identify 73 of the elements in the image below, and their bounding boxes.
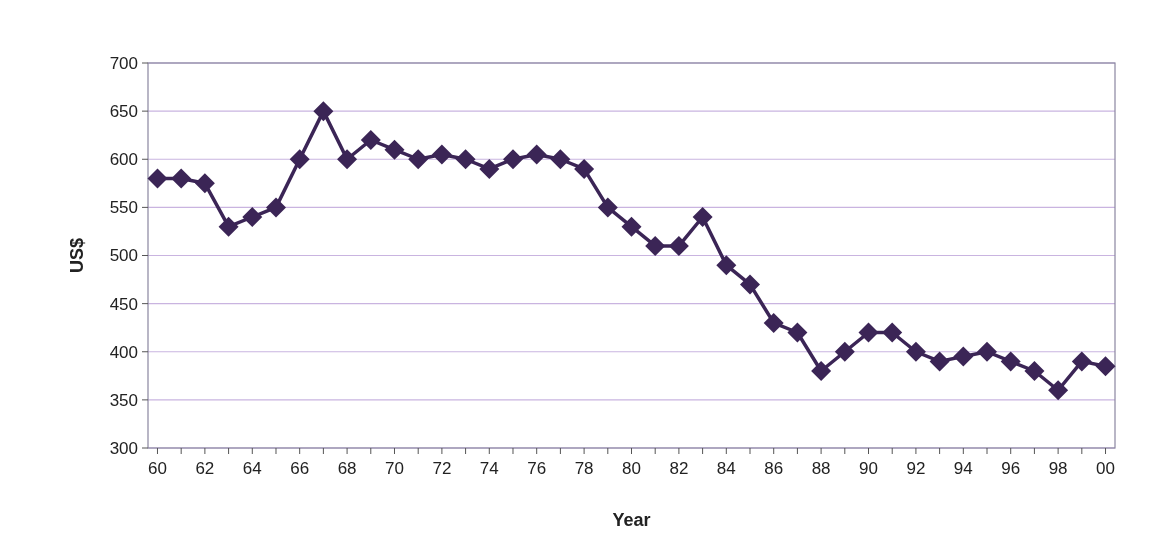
point xyxy=(621,216,642,237)
y-tick-label: 500 xyxy=(109,246,138,266)
x-tick-label: 00 xyxy=(1096,459,1115,478)
point xyxy=(787,322,808,343)
y-axis-title: US$ xyxy=(67,237,87,274)
y-tick-label: 550 xyxy=(109,198,138,218)
point xyxy=(218,216,239,237)
x-tick-label: 90 xyxy=(859,459,878,478)
point xyxy=(834,341,855,362)
point xyxy=(550,149,571,170)
y-tick-label: 450 xyxy=(109,294,138,314)
x-tick-label: 88 xyxy=(811,459,831,478)
point xyxy=(479,158,500,179)
x-tick-label: 78 xyxy=(574,459,594,478)
point xyxy=(645,235,666,256)
point xyxy=(668,235,689,256)
point xyxy=(1000,351,1021,372)
point xyxy=(147,168,168,189)
x-tick-label: 74 xyxy=(479,459,499,478)
point xyxy=(431,144,452,165)
x-tick-label: 98 xyxy=(1048,459,1068,478)
y-tick-label: 600 xyxy=(109,150,138,170)
point xyxy=(597,197,618,218)
y-tick-label: 350 xyxy=(109,390,138,410)
point xyxy=(1095,356,1116,377)
y-tick-label: 300 xyxy=(109,438,138,458)
point xyxy=(360,130,381,150)
x-tick-label: 76 xyxy=(527,459,547,478)
x-tick-label: 68 xyxy=(337,459,357,478)
point xyxy=(811,361,832,381)
point xyxy=(1071,351,1092,372)
x-tick-label: 82 xyxy=(669,459,689,478)
x-tick-label: 70 xyxy=(385,459,404,478)
point xyxy=(1024,361,1045,381)
x-tick-label: 60 xyxy=(148,459,167,478)
x-tick-label: 62 xyxy=(195,459,215,478)
x-tick-label: 80 xyxy=(622,459,641,478)
point xyxy=(763,312,784,333)
point xyxy=(1048,380,1069,401)
point xyxy=(953,346,974,367)
point xyxy=(882,322,903,343)
point xyxy=(313,101,334,122)
point xyxy=(455,149,476,170)
y-tick-label: 650 xyxy=(109,102,138,122)
point xyxy=(929,351,950,372)
x-tick-label: 66 xyxy=(290,459,310,478)
point xyxy=(384,139,405,160)
point xyxy=(194,173,215,194)
point xyxy=(905,341,926,362)
x-tick-label: 84 xyxy=(716,459,736,478)
point xyxy=(289,149,310,170)
point xyxy=(242,207,263,227)
point xyxy=(858,322,879,343)
point xyxy=(408,149,429,170)
point xyxy=(265,197,286,218)
point xyxy=(740,274,760,295)
x-tick-label: 86 xyxy=(764,459,784,478)
x-tick-label: 96 xyxy=(1001,459,1021,478)
point xyxy=(526,144,547,165)
x-tick-label: 64 xyxy=(242,459,262,478)
point xyxy=(503,149,523,170)
point xyxy=(337,149,358,170)
point xyxy=(171,168,192,189)
x-axis-title: Year xyxy=(612,510,651,530)
y-tick-label: 700 xyxy=(109,53,138,73)
x-tick-label: 94 xyxy=(953,459,973,478)
point xyxy=(716,255,737,276)
point xyxy=(692,207,713,227)
point xyxy=(574,158,595,179)
y-tick-label: 400 xyxy=(109,342,138,362)
point xyxy=(977,341,998,362)
x-tick-label: 72 xyxy=(432,459,452,478)
x-tick-label: 92 xyxy=(906,459,926,478)
